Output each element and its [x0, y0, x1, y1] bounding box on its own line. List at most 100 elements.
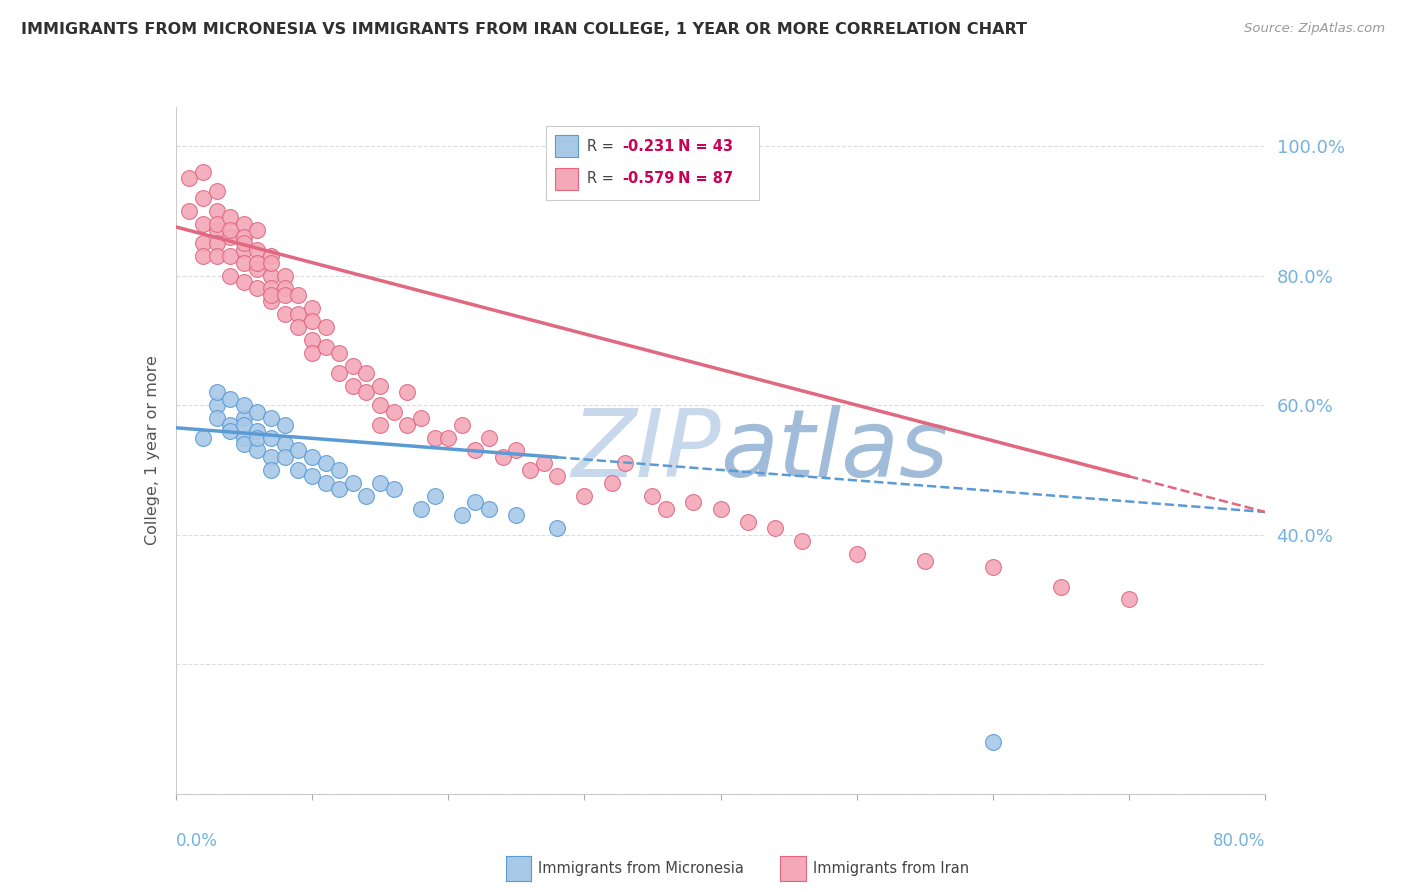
Point [464, 443, 486, 458]
Point [191, 430, 214, 444]
Text: ZIP: ZIP [571, 405, 721, 496]
Point [232, 398, 254, 412]
Point [260, 463, 283, 477]
Point [246, 243, 269, 257]
Point [232, 411, 254, 425]
Text: Source: ZipAtlas.com: Source: ZipAtlas.com [1244, 22, 1385, 36]
Point [205, 236, 228, 251]
Point [682, 495, 704, 509]
Point [641, 489, 664, 503]
Point [232, 275, 254, 289]
Point [382, 483, 405, 497]
Point [260, 288, 283, 302]
Point [1050, 580, 1073, 594]
Point [450, 508, 472, 523]
Point [260, 411, 283, 425]
Point [246, 404, 269, 418]
Point [246, 223, 269, 237]
Point [191, 236, 214, 251]
Point [409, 411, 432, 425]
Point [614, 457, 637, 471]
Point [600, 475, 623, 490]
Point [219, 417, 242, 432]
Point [328, 346, 350, 360]
Point [246, 255, 269, 269]
Point [260, 294, 283, 309]
Point [328, 366, 350, 380]
Point [287, 288, 309, 302]
Point [368, 398, 391, 412]
Point [505, 443, 527, 458]
Point [260, 430, 283, 444]
Point [478, 430, 501, 444]
Point [219, 210, 242, 224]
Point [342, 359, 364, 374]
Point [845, 547, 868, 561]
Point [260, 450, 283, 464]
Point [356, 366, 378, 380]
Point [191, 165, 214, 179]
Point [274, 437, 297, 451]
Point [260, 281, 283, 295]
Point [710, 501, 733, 516]
Point [232, 243, 254, 257]
Point [205, 223, 228, 237]
Point [450, 417, 472, 432]
Point [301, 469, 323, 483]
Point [437, 430, 460, 444]
Point [328, 463, 350, 477]
Point [396, 417, 419, 432]
Point [232, 430, 254, 444]
Text: Immigrants from Micronesia: Immigrants from Micronesia [538, 862, 744, 876]
Point [274, 307, 297, 321]
Point [287, 463, 309, 477]
Point [205, 184, 228, 198]
Point [219, 223, 242, 237]
Point [546, 521, 568, 535]
Point [246, 262, 269, 277]
Point [368, 417, 391, 432]
Point [205, 398, 228, 412]
Point [274, 281, 297, 295]
Point [274, 450, 297, 464]
Y-axis label: College, 1 year or more: College, 1 year or more [145, 356, 160, 545]
Point [478, 501, 501, 516]
Point [763, 521, 786, 535]
Point [205, 217, 228, 231]
Point [342, 378, 364, 392]
Point [315, 475, 337, 490]
Point [574, 489, 596, 503]
Text: IMMIGRANTS FROM MICRONESIA VS IMMIGRANTS FROM IRAN COLLEGE, 1 YEAR OR MORE CORRE: IMMIGRANTS FROM MICRONESIA VS IMMIGRANTS… [21, 22, 1028, 37]
Point [464, 495, 486, 509]
Point [356, 489, 378, 503]
Point [205, 249, 228, 263]
Text: -0.579: -0.579 [623, 171, 675, 186]
Point [328, 483, 350, 497]
Point [246, 424, 269, 438]
Point [219, 392, 242, 406]
Point [792, 534, 814, 549]
Point [301, 314, 323, 328]
Bar [555, 136, 578, 158]
Text: Immigrants from Iran: Immigrants from Iran [813, 862, 969, 876]
Point [274, 268, 297, 283]
Point [191, 249, 214, 263]
Point [368, 475, 391, 490]
Point [274, 417, 297, 432]
Text: N = 43: N = 43 [678, 139, 733, 153]
Point [246, 430, 269, 444]
Point [981, 560, 1004, 574]
Text: R =: R = [586, 139, 619, 153]
Text: atlas: atlas [721, 405, 949, 496]
Point [287, 320, 309, 334]
Point [914, 553, 936, 567]
Point [219, 229, 242, 244]
Point [260, 249, 283, 263]
Point [191, 191, 214, 205]
Text: -0.231: -0.231 [623, 139, 675, 153]
Point [179, 203, 201, 218]
Point [232, 229, 254, 244]
Point [274, 288, 297, 302]
Point [246, 281, 269, 295]
Point [301, 346, 323, 360]
